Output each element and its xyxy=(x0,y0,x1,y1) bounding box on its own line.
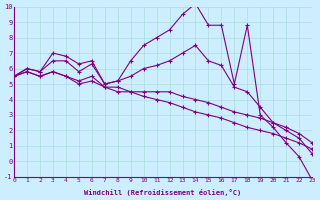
X-axis label: Windchill (Refroidissement éolien,°C): Windchill (Refroidissement éolien,°C) xyxy=(84,189,242,196)
